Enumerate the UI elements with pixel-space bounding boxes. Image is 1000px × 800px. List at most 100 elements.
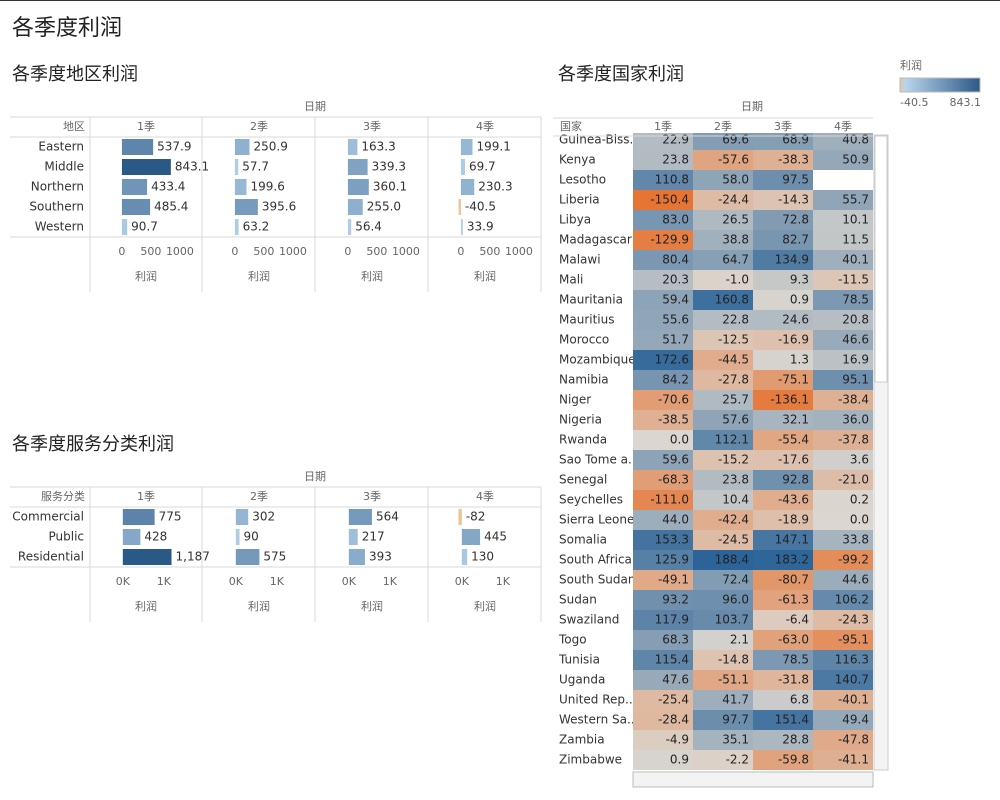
bar — [460, 219, 463, 235]
heat-cell — [753, 210, 813, 230]
cell-label: 183.2 — [775, 553, 809, 567]
heat-cell — [633, 230, 693, 250]
value-label: 428 — [144, 530, 167, 544]
v-scroll-thumb[interactable] — [874, 135, 888, 383]
cell-label: 25.7 — [722, 393, 749, 407]
heat-cell — [693, 390, 753, 410]
row-label: Public — [48, 530, 84, 544]
cell-label: 10.1 — [842, 213, 869, 227]
bar — [458, 509, 462, 525]
h-scrollbar[interactable] — [632, 771, 874, 788]
cell-label: 97.5 — [782, 173, 809, 187]
heat-cell — [693, 590, 753, 610]
value-label: 69.7 — [469, 160, 496, 174]
row-label: South Africa — [559, 553, 632, 567]
heat-cell — [633, 133, 693, 150]
heat-cell — [813, 670, 873, 690]
cell-label: 57.6 — [722, 413, 749, 427]
bar — [348, 549, 365, 565]
value-label: 393 — [369, 550, 392, 564]
heatmap-body: Guinea-Biss.. 22.9 69.6 68.9 40.8 Kenya 23.8 -5… — [558, 133, 873, 770]
heat-cell — [813, 230, 873, 250]
column-header: 日期 — [741, 100, 763, 113]
heat-cell — [693, 310, 753, 330]
cell-label: -75.1 — [778, 373, 809, 387]
heat-cell — [813, 390, 873, 410]
cell-label: -24.4 — [718, 193, 749, 207]
value-label: 485.4 — [154, 200, 188, 214]
heat-cell — [633, 510, 693, 530]
row-label: Somalia — [559, 533, 607, 547]
x-axis-title: 利润 — [135, 269, 157, 283]
value-label: 537.9 — [157, 140, 191, 154]
cell-label: 0.9 — [670, 753, 689, 767]
row-header: 地区 — [63, 120, 85, 133]
heat-cell — [633, 650, 693, 670]
heat-cell — [693, 170, 753, 190]
cell-label: -37.8 — [838, 433, 869, 447]
cell-label: 16.9 — [842, 353, 869, 367]
cell-label: 147.1 — [775, 533, 809, 547]
cell-label: 153.3 — [655, 533, 689, 547]
cell-label: -150.4 — [650, 193, 689, 207]
cell-label: -47.8 — [838, 733, 869, 747]
heat-cell — [813, 150, 873, 170]
row-label: Kenya — [559, 153, 596, 167]
heat-cell — [813, 610, 873, 630]
heat-cell — [693, 350, 753, 370]
cell-label: 40.1 — [842, 253, 869, 267]
x-tick-label: 1000 — [166, 245, 194, 258]
heat-cell — [753, 490, 813, 510]
cell-label: 41.7 — [722, 693, 749, 707]
cell-label: 28.8 — [782, 733, 809, 747]
row-label: Nigeria — [559, 413, 602, 427]
cell-label: -12.5 — [718, 333, 749, 347]
bar — [461, 549, 468, 565]
bar — [121, 199, 151, 215]
cell-label: 44.6 — [842, 573, 869, 587]
cell-label: -16.9 — [778, 333, 809, 347]
row-label: Middle — [44, 160, 84, 174]
cell-label: 59.4 — [662, 293, 689, 307]
value-label: 33.9 — [467, 220, 494, 234]
value-label: 433.4 — [151, 180, 185, 194]
x-axis-title: 利润 — [474, 269, 496, 283]
x-tick-label: 0K — [116, 575, 131, 588]
column-label: 3季 — [774, 120, 792, 133]
value-label: 339.3 — [372, 160, 406, 174]
heat-cell — [693, 550, 753, 570]
cell-label: -129.9 — [650, 233, 689, 247]
x-tick-label: 0 — [118, 245, 125, 258]
bar — [122, 509, 155, 525]
x-tick-label: 500 — [140, 245, 161, 258]
heat-cell — [633, 290, 693, 310]
legend-title: 利润 — [900, 58, 922, 72]
cell-label: 115.4 — [655, 653, 689, 667]
row-header: 服务分类 — [41, 489, 85, 503]
row-label: Uganda — [559, 673, 605, 687]
heat-cell — [813, 270, 873, 290]
heat-cell — [753, 270, 813, 290]
x-tick-label: 0 — [457, 245, 464, 258]
heat-cell — [753, 510, 813, 530]
heat-cell — [633, 610, 693, 630]
cell-label: 110.8 — [655, 173, 689, 187]
cell-label: -40.1 — [838, 693, 869, 707]
heat-cell — [753, 750, 813, 770]
value-label: 217 — [362, 530, 385, 544]
cell-label: 2.1 — [730, 633, 749, 647]
row-label: Guinea-Biss.. — [559, 133, 637, 147]
heat-cell — [813, 310, 873, 330]
cell-label: 59.6 — [662, 453, 689, 467]
x-axis-title: 利润 — [361, 599, 383, 613]
cell-label: 68.9 — [782, 133, 809, 147]
heat-cell — [693, 210, 753, 230]
cell-label: 44.0 — [662, 513, 689, 527]
row-label: Namibia — [559, 373, 609, 387]
cell-label: 72.8 — [782, 213, 809, 227]
cell-label: -80.7 — [778, 573, 809, 587]
heat-cell — [633, 210, 693, 230]
heat-cell — [813, 550, 873, 570]
cell-label: -59.8 — [778, 753, 809, 767]
cell-label: 50.9 — [842, 153, 869, 167]
